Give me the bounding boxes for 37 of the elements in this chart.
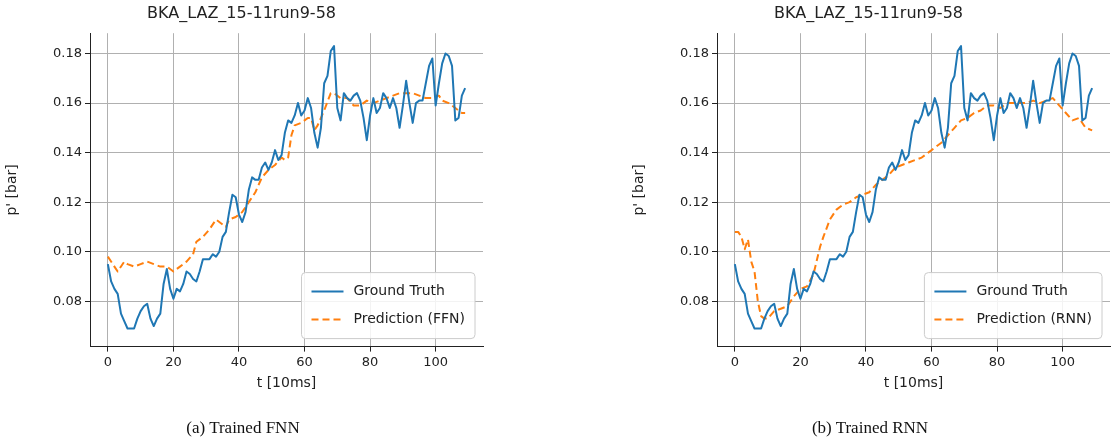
y-tick-label: 0.10: [680, 243, 709, 259]
x-tick-label: 80: [361, 353, 379, 369]
legend-label: Ground Truth: [353, 282, 445, 299]
y-tick-label: 0.10: [53, 243, 82, 259]
x-tick-label: 40: [230, 353, 248, 369]
x-tick-label: 60: [923, 353, 940, 369]
x-tick-label: 20: [792, 353, 809, 369]
x-axis-title: t [10ms]: [883, 374, 944, 391]
y-axis-title: p' [bar]: [3, 164, 20, 216]
legend-label: Prediction (RNN): [976, 310, 1093, 327]
y-tick-label: 0.18: [680, 44, 709, 60]
y-tick-label: 0.16: [680, 94, 709, 110]
chart-title: BKA_LAZ_15-11run9-58: [774, 2, 963, 23]
x-tick-label: 40: [857, 353, 875, 369]
x-tick-label: 100: [423, 353, 449, 369]
chart-title: BKA_LAZ_15-11run9-58: [147, 2, 336, 23]
y-tick-label: 0.18: [53, 44, 82, 60]
y-axis-title: p' [bar]: [630, 164, 647, 216]
y-tick-label: 0.12: [53, 193, 82, 209]
y-tick-label: 0.12: [680, 193, 709, 209]
x-tick-label: 0: [730, 353, 739, 369]
x-tick-label: 80: [988, 353, 1006, 369]
y-tick-label: 0.08: [53, 292, 82, 308]
x-tick-label: 0: [103, 353, 112, 369]
y-tick-label: 0.14: [680, 143, 709, 159]
legend-label: Ground Truth: [976, 282, 1068, 299]
x-tick-label: 60: [296, 353, 313, 369]
y-tick-label: 0.16: [53, 94, 82, 110]
line-series: [106, 92, 467, 273]
x-tick-label: 20: [165, 353, 182, 369]
x-tick-label: 100: [1050, 353, 1076, 369]
legend-label: Prediction (FFN): [353, 310, 466, 327]
y-tick-label: 0.08: [680, 292, 709, 308]
text: (b) Trained RNN: [810, 418, 930, 438]
x-axis-title: t [10ms]: [256, 374, 317, 391]
y-tick-label: 0.14: [53, 143, 82, 159]
text: (a) Trained FNN: [185, 418, 301, 438]
